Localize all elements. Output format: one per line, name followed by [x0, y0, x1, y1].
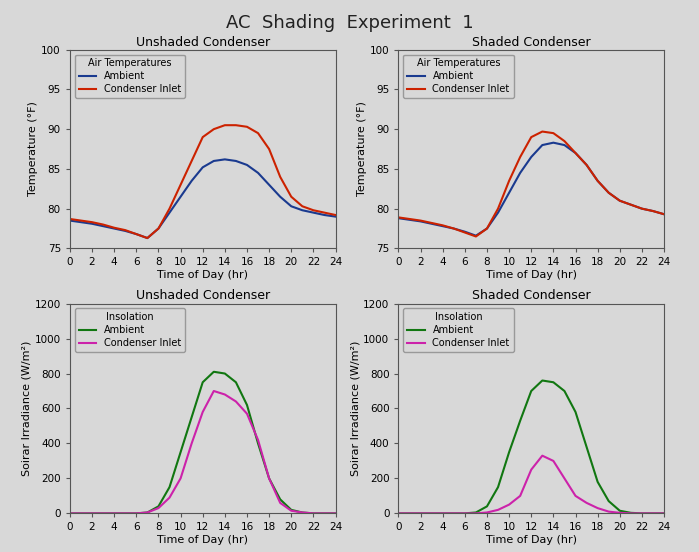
X-axis label: Time of Day (hr): Time of Day (hr) [486, 270, 577, 280]
X-axis label: Time of Day (hr): Time of Day (hr) [157, 535, 248, 545]
Y-axis label: Temperature (°F): Temperature (°F) [357, 102, 367, 197]
Title: Shaded Condenser: Shaded Condenser [472, 35, 591, 49]
Y-axis label: Soirar Irradiance (W/m²): Soirar Irradiance (W/m²) [22, 341, 32, 476]
Legend: Ambient, Condenser Inlet: Ambient, Condenser Inlet [403, 55, 514, 98]
Text: AC  Shading  Experiment  1: AC Shading Experiment 1 [226, 14, 473, 32]
Y-axis label: Temperature (°F): Temperature (°F) [29, 102, 38, 197]
Legend: Ambient, Condenser Inlet: Ambient, Condenser Inlet [75, 55, 185, 98]
Title: Unshaded Condenser: Unshaded Condenser [136, 35, 270, 49]
Legend: Ambient, Condenser Inlet: Ambient, Condenser Inlet [75, 309, 185, 352]
Title: Unshaded Condenser: Unshaded Condenser [136, 289, 270, 302]
X-axis label: Time of Day (hr): Time of Day (hr) [157, 270, 248, 280]
X-axis label: Time of Day (hr): Time of Day (hr) [486, 535, 577, 545]
Y-axis label: Soirar Irradiance (W/m²): Soirar Irradiance (W/m²) [350, 341, 361, 476]
Legend: Ambient, Condenser Inlet: Ambient, Condenser Inlet [403, 309, 514, 352]
Title: Shaded Condenser: Shaded Condenser [472, 289, 591, 302]
